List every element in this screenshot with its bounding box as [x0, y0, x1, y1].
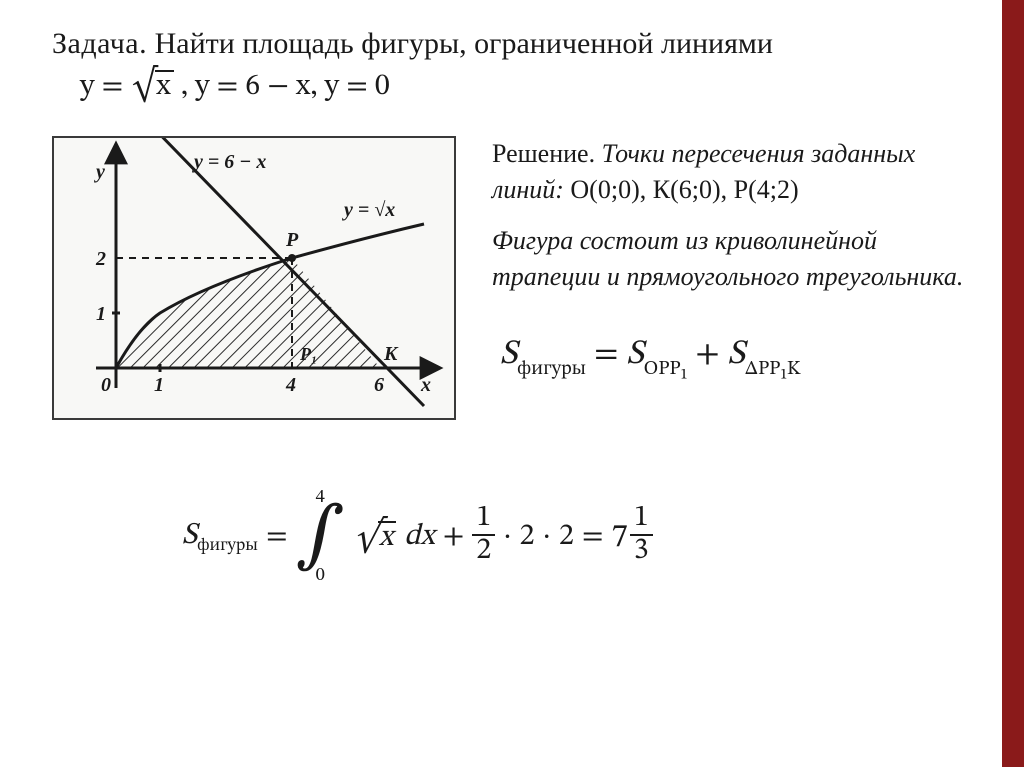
problem-text: Найти площадь фигуры, ограниченной линия…: [155, 27, 773, 60]
slide-root: Задача. Найти площадь фигуры, ограниченн…: [0, 0, 1024, 767]
area-formula-1: Sфигуры = SOPP₁ + SΔPP₁K: [500, 332, 972, 380]
solution-text: Решение. Точки пересечения заданных лини…: [492, 136, 972, 420]
shape-text: Фигура состоит из криволинейной трапеции…: [492, 223, 972, 296]
svg-text:y = √x: y = √x: [342, 199, 395, 221]
content-row: 0 1 4 6 x 1 2 y P P₁ K y = 6 − x y = √x: [52, 136, 972, 420]
graph-svg: 0 1 4 6 x 1 2 y P P₁ K y = 6 − x y = √x: [54, 138, 454, 418]
problem-equations: y = √x , y = 6 − x, y = 0: [80, 72, 390, 102]
svg-text:P₁: P₁: [299, 344, 317, 364]
pt-P: Р(4;2): [734, 175, 799, 204]
svg-text:1: 1: [96, 303, 106, 325]
svg-text:6: 6: [374, 374, 384, 396]
pt-O: О(0;0): [570, 175, 639, 204]
area-formula-2: Sфигуры = 4 ∫ 0 √x dx + 1 2 · 2 · 2 = 7 …: [182, 490, 972, 585]
pt-K: К(6;0): [653, 175, 721, 204]
svg-text:P: P: [285, 229, 299, 251]
graph: 0 1 4 6 x 1 2 y P P₁ K y = 6 − x y = √x: [52, 136, 456, 420]
problem-label: Задача.: [52, 27, 147, 60]
sqrt: √x: [130, 66, 173, 109]
svg-text:2: 2: [95, 248, 106, 270]
svg-text:0: 0: [101, 374, 111, 396]
accent-bar: [1002, 0, 1024, 767]
result: 7 1 3: [611, 505, 652, 570]
svg-text:1: 1: [154, 374, 164, 396]
svg-text:y = 6 − x: y = 6 − x: [192, 151, 266, 173]
sqrt-integrand: √x: [353, 518, 396, 557]
integral-symbol: 4 ∫ 0: [296, 490, 345, 585]
solution-label: Решение.: [492, 139, 595, 168]
point-P: [288, 254, 296, 262]
frac-half: 1 2: [472, 503, 495, 568]
svg-text:y: y: [94, 161, 105, 183]
problem-statement: Задача. Найти площадь фигуры, ограниченн…: [52, 24, 972, 108]
svg-text:4: 4: [285, 374, 296, 396]
problem-text2: y = √x , y = 6 − x, y = 0: [52, 68, 390, 101]
svg-text:x: x: [420, 374, 431, 396]
svg-text:K: K: [383, 343, 399, 365]
